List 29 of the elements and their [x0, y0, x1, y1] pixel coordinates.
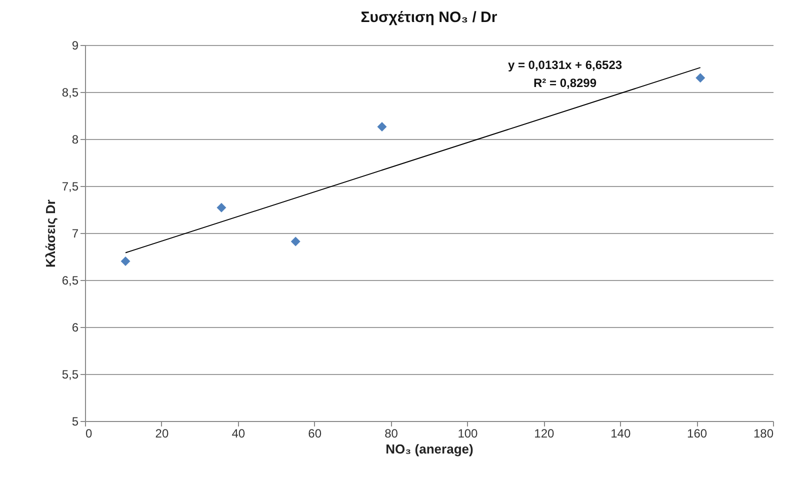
y-tick-label: 5,5: [62, 368, 79, 382]
point: [216, 202, 226, 212]
x-axis-title: NO₃ (anerage): [386, 442, 474, 456]
y-tick-label: 6: [72, 320, 79, 334]
y-tick-label: 5: [72, 414, 79, 428]
annotation: R² = 0,8299: [533, 76, 597, 90]
x-tick-label: 20: [155, 426, 169, 440]
y-tick-label: 8: [72, 132, 79, 146]
x-tick-label: 40: [232, 426, 246, 440]
y-tick-label: 6,5: [62, 274, 79, 288]
point: [290, 236, 300, 246]
x-tick-label: 80: [384, 426, 398, 440]
x-tick-label: 180: [753, 426, 774, 440]
y-tick-label: 8,5: [62, 86, 79, 100]
point: [377, 122, 387, 132]
chart-title: Συσχέτιση NO₃ / Dr: [360, 9, 498, 26]
x-tick-label: 160: [687, 426, 708, 440]
y-tick-label: 9: [72, 38, 79, 52]
x-tick-label: 60: [308, 426, 322, 440]
x-tick-label: 140: [610, 426, 631, 440]
x-tick-label: 0: [86, 426, 92, 440]
x-tick-label: 120: [534, 426, 554, 440]
point: [696, 73, 706, 83]
y-axis-title: Κλάσεις Dr: [42, 200, 58, 268]
point: [120, 256, 130, 266]
x-tick-label: 100: [458, 426, 478, 440]
y-tick-label: 7: [72, 226, 79, 240]
annotation: y = 0,0131x + 6,6523: [508, 58, 622, 72]
y-tick-label: 7,5: [62, 180, 79, 194]
